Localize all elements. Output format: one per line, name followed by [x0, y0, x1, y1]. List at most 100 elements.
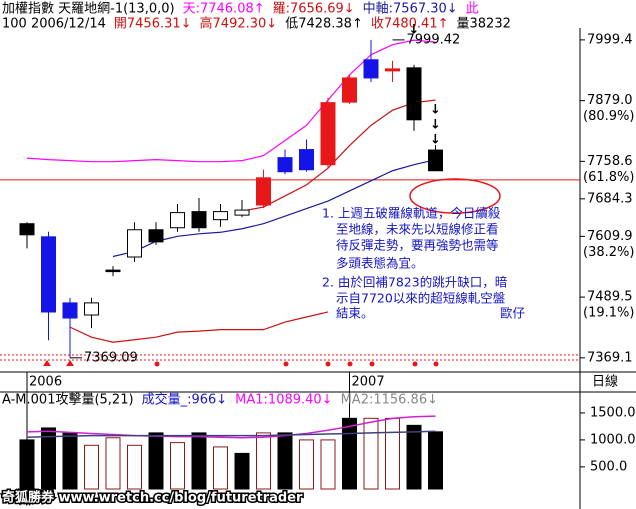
candle-body — [385, 68, 400, 72]
volume-bar — [428, 431, 443, 490]
candle-body — [342, 77, 357, 103]
y-tick-label: 7609.9 — [587, 229, 633, 244]
candle-body — [127, 229, 142, 258]
ma-line — [26, 430, 436, 438]
header-text: 低7428.38↑ — [285, 17, 363, 32]
candle-body — [84, 302, 99, 316]
y-tick-pct: (61.8%) — [583, 170, 634, 185]
volume-bar — [62, 432, 78, 490]
note-text: 歐仔 — [500, 306, 525, 321]
signal — [43, 360, 51, 366]
y-tick-label: 1000.0 — [590, 432, 636, 447]
signal — [154, 361, 160, 367]
y-tick-label: 7999.4 — [587, 32, 633, 47]
ma-line — [26, 415, 436, 439]
header-text: 量38232 — [457, 17, 511, 32]
candle-body — [363, 59, 379, 79]
y-tick-pct: (19.1%) — [583, 306, 634, 321]
candle-body — [234, 209, 250, 216]
header-text: 羅:7656.69↓ — [273, 2, 355, 17]
candle-body — [170, 212, 185, 229]
candle-body — [299, 149, 314, 171]
note-text: 至地線，未來先以短線修正看 — [336, 222, 499, 237]
signal — [66, 360, 74, 366]
candle-body — [277, 157, 293, 173]
header-text: 中軸:7567.30↓ — [363, 2, 458, 17]
header-text: 高7492.30↓ — [200, 16, 278, 32]
band-line — [112, 159, 436, 258]
y-tick-label: 7369.1 — [587, 350, 633, 365]
volume-bar — [148, 432, 164, 490]
annotation-label: 7369.09 — [84, 350, 138, 365]
volume-bar — [170, 442, 185, 490]
volume-bar — [191, 432, 207, 490]
y-tick-label: 7758.6 — [587, 154, 633, 169]
note-text: 結束。 — [336, 306, 374, 321]
note-text: 2. 由於回補7823的跳升缺口，暗 — [322, 275, 507, 290]
volume-bar — [234, 452, 250, 490]
candle-body — [406, 67, 422, 121]
header-text: 100 2006/12/14 — [2, 17, 106, 32]
candle-body — [191, 211, 207, 229]
y-tick-label: 7684.3 — [587, 191, 633, 206]
volume-bar — [385, 417, 400, 490]
signal — [369, 361, 375, 367]
volume-bar — [320, 439, 336, 490]
y-tick-pct: (80.9%) — [583, 109, 634, 124]
header-text: 收7480.41↑ — [371, 17, 449, 32]
y-tick-label: 7489.5 — [587, 290, 633, 305]
candle-body — [148, 229, 164, 243]
signal-arrow: ↓ — [430, 103, 441, 118]
signal — [325, 361, 331, 367]
volume-bar — [342, 417, 357, 490]
y-tick-label: 500.0 — [590, 459, 627, 474]
signal — [433, 361, 439, 367]
header-text: A-M.001攻擊量(5,21) — [2, 392, 134, 408]
annotation-label: 7999.42 — [407, 32, 461, 47]
candle-body — [105, 269, 121, 273]
signal-arrow: ↓ — [430, 133, 441, 148]
band-line — [26, 39, 436, 163]
x-tick-label: 2006 — [29, 375, 62, 390]
signal-arrow: ↓ — [430, 118, 441, 133]
volume-bar — [277, 432, 293, 490]
y-tick-label: 7879.0 — [587, 93, 633, 108]
header-text: MA1:1089.40↓ — [235, 393, 332, 408]
volume-bar — [256, 432, 271, 490]
volume-bar — [213, 446, 228, 490]
header-text: 天:7746.08↑ — [183, 2, 265, 17]
header-text: 成交量_:966↓ — [142, 392, 228, 408]
volume-bar — [363, 417, 379, 490]
signal — [283, 361, 289, 367]
candle-body — [256, 177, 271, 206]
signal-arrow: ↓ — [409, 22, 420, 37]
header-text: MA2:1156.86↓ — [341, 393, 438, 408]
note-text: 待反彈走勢，要再強勢也需等 — [336, 238, 499, 253]
y-tick-label: 1500.0 — [590, 405, 636, 420]
signal — [347, 361, 353, 367]
header-text: 開7456.31↓ — [114, 17, 192, 32]
signal — [412, 361, 418, 367]
volume-bar — [299, 439, 314, 490]
signals — [43, 360, 439, 367]
volume-bar — [127, 444, 142, 490]
volume-bar — [406, 424, 422, 490]
band-line — [241, 99, 436, 212]
volume-bar — [105, 437, 121, 490]
period-label: 日線 — [592, 374, 618, 390]
header-text: 加權指數 天羅地網-1(13,0,0) — [2, 2, 175, 17]
volume-bar — [41, 427, 56, 490]
candle-body — [213, 211, 228, 221]
candle-body — [320, 102, 336, 166]
y-tick-pct: (38.2%) — [583, 245, 634, 260]
volume-bar — [19, 439, 35, 490]
note-text: 多頭表態為宜。 — [336, 256, 424, 271]
header-text: 此 — [466, 2, 479, 17]
volume-bar — [84, 444, 99, 490]
band-line — [69, 311, 329, 343]
candle-body — [41, 236, 56, 313]
candle-body — [19, 223, 35, 236]
x-tick-label: 2007 — [352, 375, 385, 390]
